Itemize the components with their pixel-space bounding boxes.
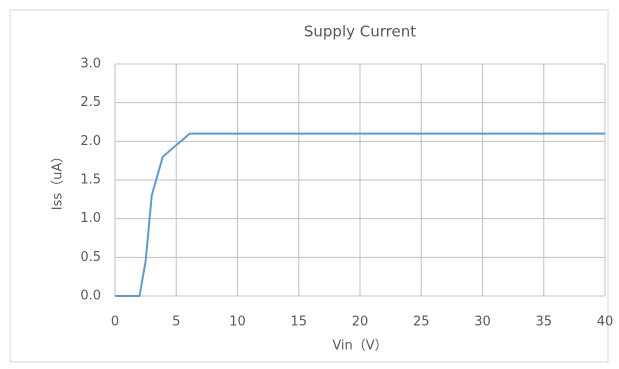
y-tick-label: 0.5: [80, 250, 101, 265]
y-tick-label: 0.0: [80, 289, 101, 304]
x-tick-label: 10: [229, 315, 246, 330]
y-tick-label: 1.5: [80, 173, 101, 188]
x-tick-label: 15: [290, 315, 307, 330]
x-tick-label: 30: [474, 315, 491, 330]
y-axis-label: Iss（uA）: [51, 150, 66, 211]
data-line: [115, 132, 605, 297]
y-tick-label: 3.0: [80, 57, 101, 72]
x-tick-label: 20: [352, 315, 369, 330]
x-tick-label: 0: [111, 315, 119, 330]
chart-title: Supply Current: [304, 23, 416, 41]
y-tick-label: 1.0: [80, 211, 101, 226]
x-tick-label: 5: [172, 315, 180, 330]
x-tick-label: 25: [413, 315, 430, 330]
x-tick-label: 35: [535, 315, 552, 330]
y-tick-label: 2.0: [80, 134, 101, 149]
x-tick-label: 40: [597, 315, 614, 330]
x-axis-label: Vin（V）: [332, 339, 387, 354]
chart-border: [9, 9, 609, 363]
y-tick-label: 2.5: [80, 95, 101, 110]
